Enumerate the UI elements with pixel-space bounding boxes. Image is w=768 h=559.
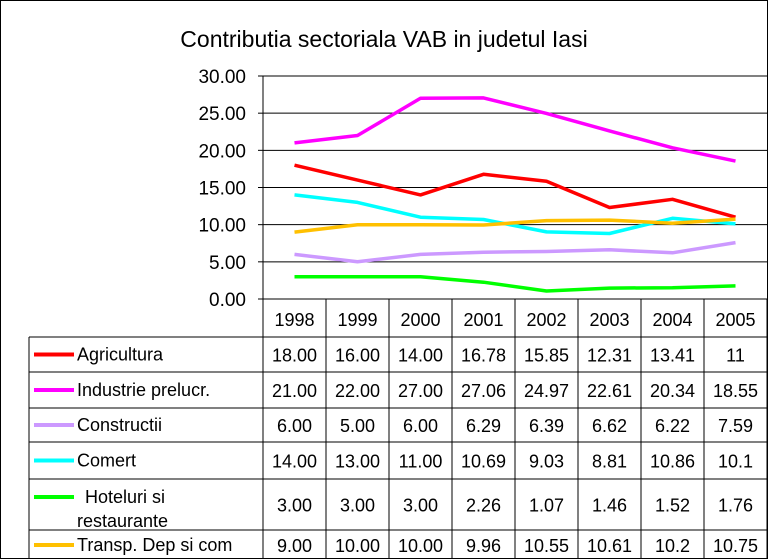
- y-tick-label: 25.00: [198, 104, 246, 125]
- data-cell: 6.22: [655, 416, 690, 436]
- data-cell: 10.00: [398, 536, 443, 556]
- data-cell: 1.46: [592, 496, 627, 516]
- data-cell: 6.00: [277, 416, 312, 436]
- data-cell: 2.26: [466, 496, 501, 516]
- y-tick-label: 15.00: [198, 179, 246, 200]
- y-tick-label: 30.00: [198, 67, 246, 88]
- data-cell: 13.41: [650, 346, 695, 366]
- data-cell: 1.52: [655, 496, 690, 516]
- data-cell: 6.62: [592, 416, 627, 436]
- data-cell: 9.03: [529, 452, 564, 472]
- data-cell: 6.39: [529, 416, 564, 436]
- data-cell: 10.69: [461, 452, 506, 472]
- data-cell: 5.00: [340, 416, 375, 436]
- data-cell: 10.2: [655, 536, 690, 556]
- data-cell: 13.00: [335, 452, 380, 472]
- data-cell: 14.00: [398, 346, 443, 366]
- series-line: [294, 163, 736, 219]
- data-cell: 15.85: [524, 346, 569, 366]
- data-cell: 22.61: [587, 381, 632, 401]
- data-cell: 10.61: [587, 536, 632, 556]
- series-label: Industrie prelucr.: [77, 380, 210, 400]
- data-cell: 3.00: [403, 496, 438, 516]
- data-cell: 24.97: [524, 381, 569, 401]
- series-label: Comert: [77, 451, 136, 471]
- series-line: [294, 240, 736, 264]
- data-cell: 10.1: [718, 452, 753, 472]
- series-label: Hoteluri si restaurante: [77, 487, 168, 531]
- series-label: Constructii: [77, 415, 162, 435]
- data-cell: 16.00: [335, 346, 380, 366]
- data-cell: 12.31: [587, 346, 632, 366]
- chart-title: Contributia sectoriala VAB in judetul Ia…: [180, 26, 587, 52]
- data-cell: 10.55: [524, 536, 569, 556]
- x-category-label: 2004: [652, 310, 692, 330]
- data-cell: 9.00: [277, 536, 312, 556]
- data-cell: 6.29: [466, 416, 501, 436]
- data-cell: 3.00: [277, 496, 312, 516]
- data-cell: 11.00: [399, 452, 443, 472]
- data-cell: 14.00: [272, 452, 317, 472]
- data-cell: 6.00: [403, 416, 438, 436]
- x-category-label: 1998: [274, 310, 314, 330]
- series-line: [294, 274, 736, 293]
- x-category-label: 2000: [400, 310, 440, 330]
- data-cell: 11: [726, 346, 745, 366]
- data-cell: 20.34: [650, 381, 695, 401]
- data-cell: 27.06: [461, 381, 506, 401]
- x-category-label: 2003: [589, 310, 629, 330]
- data-cell: 9.96: [466, 536, 501, 556]
- data-cell: 8.81: [592, 452, 627, 472]
- data-cell: 18.00: [272, 346, 317, 366]
- y-tick-label: 5.00: [209, 253, 246, 274]
- data-cell: 10.86: [650, 452, 695, 472]
- data-cell: 1.07: [529, 496, 564, 516]
- data-cell: 22.00: [335, 381, 380, 401]
- data-cell: 18.55: [713, 381, 758, 401]
- x-category-label: 2005: [715, 310, 755, 330]
- series-label: Agricultura: [77, 345, 164, 365]
- data-cell: 3.00: [340, 496, 375, 516]
- series-line: [294, 96, 736, 163]
- x-category-label: 1999: [337, 310, 377, 330]
- data-cell: 21.00: [272, 381, 317, 401]
- data-cell: 10.75: [713, 536, 758, 556]
- y-tick-label: 0.00: [209, 290, 246, 311]
- x-category-label: 2001: [463, 310, 503, 330]
- series-line: [294, 217, 736, 234]
- y-tick-label: 20.00: [198, 141, 246, 162]
- data-cell: 1.76: [718, 496, 753, 516]
- data-cell: 16.78: [461, 346, 506, 366]
- x-category-label: 2002: [526, 310, 566, 330]
- series-label: Transp. Dep si com: [77, 535, 232, 555]
- data-cell: 27.00: [398, 381, 443, 401]
- y-tick-label: 10.00: [198, 216, 246, 237]
- data-cell: 10.00: [335, 536, 380, 556]
- series-line: [294, 193, 736, 236]
- data-cell: 7.59: [718, 416, 753, 436]
